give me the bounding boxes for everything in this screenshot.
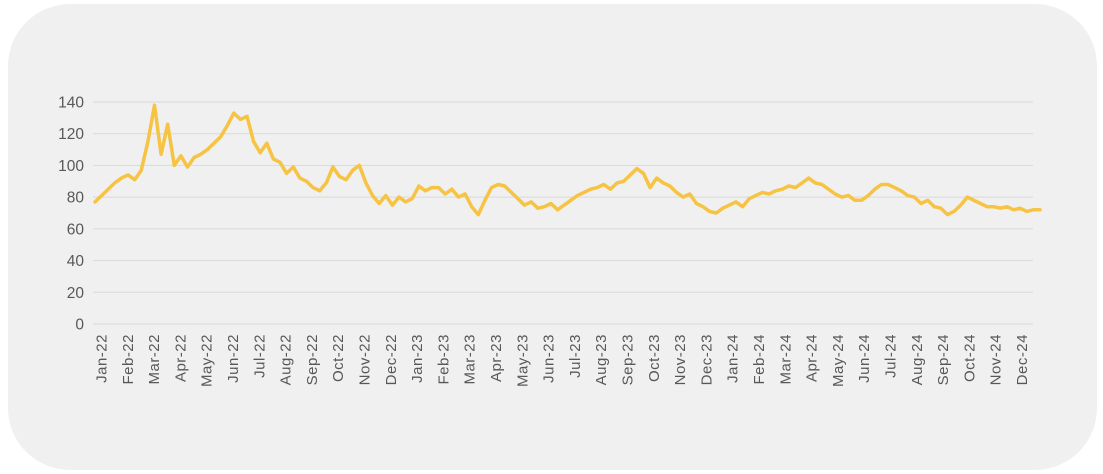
y-tick-label: 20 (67, 285, 85, 302)
x-tick-label: Aug-23 (593, 334, 610, 385)
x-tick-label: Jan-22 (94, 334, 111, 383)
x-tick-label: Sep-23 (620, 334, 637, 385)
x-tick-label: Jan-23 (409, 334, 426, 383)
x-tick-label: Feb-22 (120, 334, 137, 385)
x-tick-label: Feb-23 (435, 334, 452, 385)
chart-card (8, 4, 1097, 470)
x-tick-label: Mar-23 (462, 334, 479, 385)
x-tick-label: Sep-24 (935, 334, 952, 385)
x-tick-label: Jan-24 (725, 334, 742, 383)
y-tick-label: 40 (67, 253, 85, 270)
price-line (93, 103, 1042, 217)
x-tick-label: Nov-23 (672, 334, 689, 385)
x-tick-label: Jun-23 (541, 334, 558, 383)
x-tick-label: Apr-23 (488, 334, 505, 382)
x-tick-label: Feb-24 (751, 334, 768, 385)
x-tick-label: Aug-22 (278, 334, 295, 385)
x-tick-label: Dec-22 (383, 334, 400, 385)
x-tick-label: Oct-22 (330, 334, 347, 382)
x-tick-label: Jul-24 (883, 334, 900, 378)
y-tick-label: 120 (58, 126, 84, 143)
x-tick-label: Nov-24 (988, 334, 1005, 385)
y-tick-label: 0 (75, 317, 84, 334)
x-tick-label: Dec-24 (1014, 334, 1031, 385)
y-tick-label: 60 (67, 221, 85, 238)
x-tick-label: Jun-24 (856, 334, 873, 383)
x-tick-label: Apr-22 (172, 334, 189, 382)
x-tick-label: May-24 (830, 334, 847, 387)
x-tick-label: Nov-22 (357, 334, 374, 385)
x-tick-label: Mar-24 (777, 334, 794, 385)
y-tick-label: 80 (67, 190, 85, 207)
x-tick-label: Jul-22 (251, 334, 268, 378)
x-tick-label: Oct-24 (961, 334, 978, 382)
x-tick-label: Oct-23 (646, 334, 663, 382)
x-tick-label: Mar-22 (146, 334, 163, 385)
x-tick-label: Aug-24 (909, 334, 926, 385)
x-tick-label: Jun-22 (225, 334, 242, 383)
x-tick-label: Jul-23 (567, 334, 584, 378)
x-tick-label: Sep-22 (304, 334, 321, 385)
y-tick-label: 140 (58, 95, 84, 112)
x-tick-label: Dec-23 (698, 334, 715, 385)
y-tick-label: 100 (58, 158, 84, 175)
x-tick-label: May-22 (199, 334, 216, 387)
x-tick-label: May-23 (514, 334, 531, 387)
x-tick-label: Apr-24 (804, 334, 821, 382)
